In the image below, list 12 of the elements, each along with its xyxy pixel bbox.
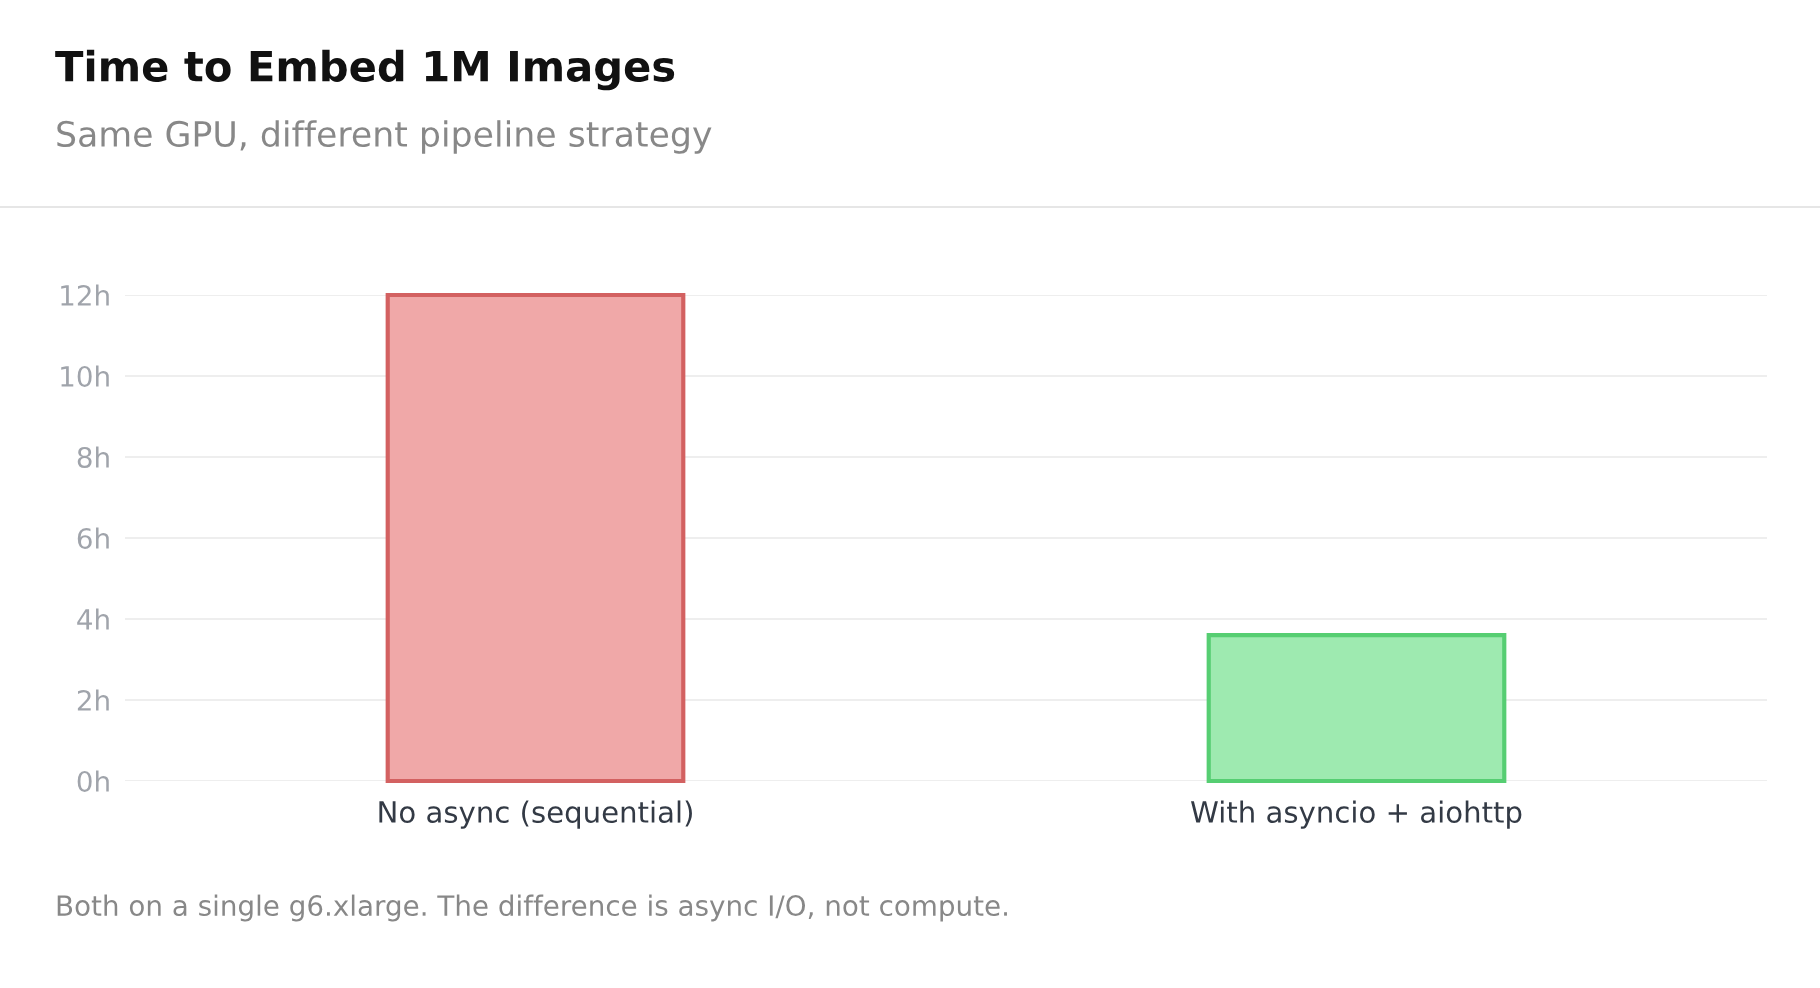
chart-title: Time to Embed 1M Images	[55, 49, 675, 91]
y-tick-label: 8h	[77, 446, 109, 468]
y-tick-label: 0h	[77, 770, 109, 792]
y-tick-label: 6h	[77, 527, 109, 549]
y-tick-label: 2h	[77, 689, 109, 711]
text: Both on a single g6.xlarge. The difference is async I/O, not compute.	[57, 894, 1007, 922]
x-tick-label: No async (sequential)	[379, 800, 692, 829]
x-tick-label: With asyncio + aiohttp	[1191, 800, 1522, 829]
y-tick-label: 4h	[77, 608, 109, 630]
y-tick-label: 12h	[61, 284, 109, 306]
chart-subtitle: Same GPU, different pipeline strategy	[57, 120, 712, 154]
y-tick-label: 10h	[61, 365, 109, 387]
